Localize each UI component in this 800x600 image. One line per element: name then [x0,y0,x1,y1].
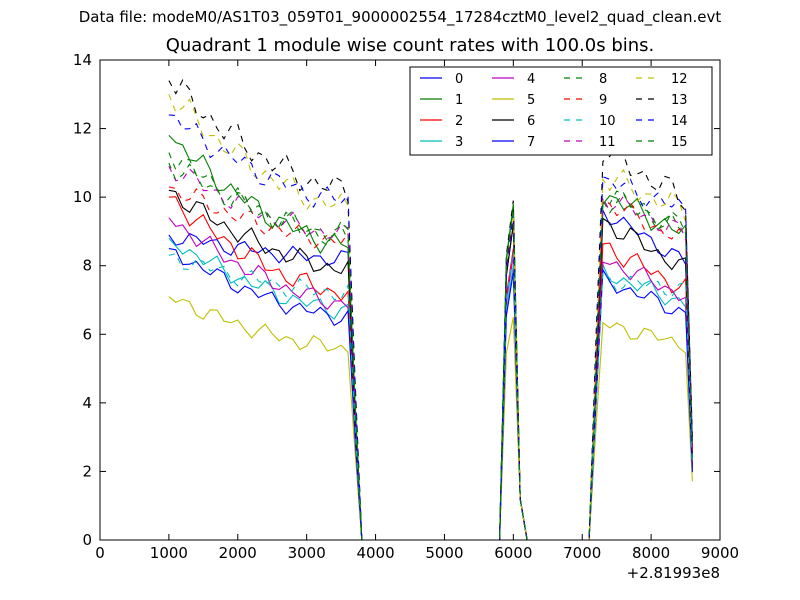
y-tick-label: 10 [73,188,92,206]
y-tick-label: 4 [82,394,92,412]
series-line-2 [168,196,693,541]
legend-label-1: 1 [455,93,463,108]
x-tick-label: 2000 [219,544,257,562]
series-line-4 [168,217,693,541]
series-line-1 [168,135,693,541]
series-line-0 [168,209,693,541]
legend-label-13: 13 [671,93,688,108]
legend-label-3: 3 [455,135,463,150]
legend-label-5: 5 [527,93,535,108]
legend-label-15: 15 [671,135,688,150]
series-line-6 [168,189,693,541]
legend-label-10: 10 [599,114,616,129]
legend-label-12: 12 [671,72,688,87]
y-tick-label: 8 [82,257,92,275]
series-line-11 [168,166,693,541]
axes-frame [99,59,721,541]
y-tick-label: 2 [82,462,92,480]
series-line-12 [168,94,693,541]
x-tick-label: 0 [95,544,105,562]
legend-label-8: 8 [599,72,607,87]
x-tick-label: 7000 [563,544,601,562]
legend-label-14: 14 [671,114,688,129]
y-tick-label: 0 [82,531,92,549]
x-offset-label: +2.81993e8 [627,564,720,582]
legend-label-4: 4 [527,72,535,87]
legend-label-7: 7 [527,135,535,150]
legend-label-11: 11 [599,135,616,150]
series-line-7 [168,248,693,541]
series-line-8 [168,152,693,541]
x-tick-label: 1000 [150,544,188,562]
legend-label-9: 9 [599,93,607,108]
series-line-10 [168,251,693,541]
legend-label-2: 2 [455,114,463,129]
legend-label-0: 0 [455,72,463,87]
legend-label-6: 6 [527,114,535,129]
series-line-3 [168,237,693,541]
legend-box [409,66,713,156]
x-tick-label: 5000 [425,544,463,562]
x-tick-label: 3000 [288,544,326,562]
x-tick-label: 6000 [494,544,532,562]
x-tick-label: 4000 [356,544,394,562]
chart-title: Quadrant 1 module wise count rates with … [165,35,655,56]
series-line-14 [168,114,693,541]
y-tick-label: 6 [82,325,92,343]
data-file-title: Data file: modeM0/AS1T03_059T01_90000025… [78,8,722,26]
series-line-5 [168,296,693,541]
x-tick-label: 8000 [632,544,670,562]
x-tick-label: 9000 [701,544,739,562]
series-line-15 [168,162,693,541]
ticks-layer: 0 1000 2000 3000 4000 5000 6000 7000 8000 9000 0 2 4… [73,51,739,562]
y-tick-label: 12 [73,120,92,138]
series-line-9 [168,186,693,541]
y-tick-label: 14 [73,51,92,69]
